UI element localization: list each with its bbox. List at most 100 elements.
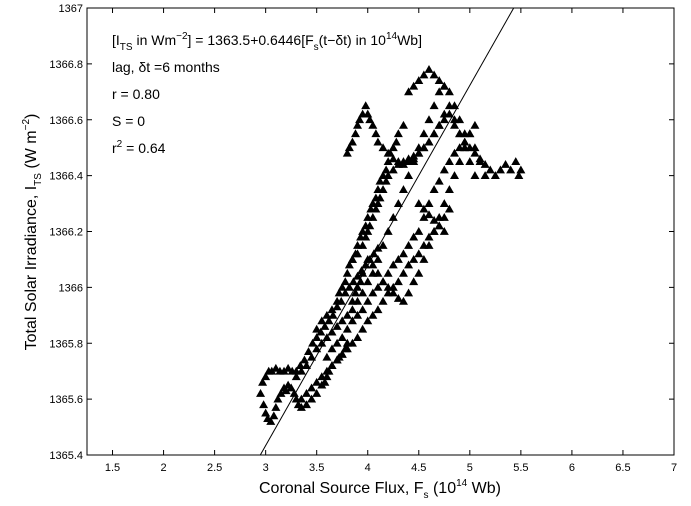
data-point xyxy=(353,271,363,280)
data-point xyxy=(444,157,454,166)
data-point xyxy=(450,171,460,179)
data-point xyxy=(363,227,373,235)
data-point xyxy=(332,355,342,364)
data-point xyxy=(365,115,375,124)
data-point xyxy=(299,355,309,364)
data-point xyxy=(429,215,439,224)
data-point xyxy=(363,316,373,325)
data-point xyxy=(317,316,327,325)
data-point xyxy=(450,101,460,110)
data-point xyxy=(404,288,414,297)
x-tick-label: 4.5 xyxy=(411,462,426,474)
data-point xyxy=(347,305,357,314)
data-point xyxy=(344,260,354,269)
data-point xyxy=(465,157,475,166)
data-point xyxy=(358,305,368,314)
y-tick-label: 1365.8 xyxy=(49,338,83,350)
data-point xyxy=(434,76,444,85)
data-point xyxy=(393,199,403,207)
data-point xyxy=(334,288,344,297)
data-point xyxy=(365,221,375,230)
data-point xyxy=(276,389,286,397)
y-tick-label: 1366 xyxy=(59,282,83,294)
data-point xyxy=(312,377,322,386)
data-point xyxy=(340,277,350,286)
data-point xyxy=(369,249,379,258)
data-point xyxy=(465,129,475,138)
data-point xyxy=(378,185,388,193)
data-point xyxy=(368,288,378,297)
data-point xyxy=(332,321,342,330)
data-point xyxy=(375,176,385,185)
data-point xyxy=(353,282,363,291)
data-point xyxy=(373,282,383,291)
data-point xyxy=(259,400,269,409)
data-point xyxy=(353,120,363,129)
data-point xyxy=(388,154,398,163)
data-point xyxy=(404,171,414,179)
data-point xyxy=(419,240,429,249)
data-point xyxy=(439,81,449,90)
data-point xyxy=(450,120,460,129)
data-point xyxy=(347,316,357,325)
data-point xyxy=(312,333,322,342)
x-tick-label: 6.5 xyxy=(615,462,630,474)
data-point xyxy=(353,310,363,319)
x-tick-label: 3 xyxy=(263,462,269,474)
x-axis-title: Coronal Source Flux, Fs (1014 Wb) xyxy=(259,478,501,501)
s-text: S = 0 xyxy=(112,113,145,129)
data-point xyxy=(373,137,383,146)
data-point xyxy=(516,165,526,174)
data-point xyxy=(383,171,393,179)
data-point xyxy=(337,316,347,325)
data-point xyxy=(409,254,419,263)
data-point xyxy=(393,277,403,286)
x-tick-label: 2.5 xyxy=(207,462,222,474)
data-point xyxy=(378,143,388,152)
data-point xyxy=(279,366,289,375)
data-point xyxy=(424,64,434,73)
data-point xyxy=(419,204,429,213)
data-point xyxy=(371,204,381,213)
data-point xyxy=(368,213,378,221)
y-tick-label: 1366.2 xyxy=(49,227,83,239)
data-point xyxy=(317,372,327,381)
data-point xyxy=(344,282,354,291)
data-point xyxy=(439,199,449,207)
data-point xyxy=(347,137,357,146)
data-point xyxy=(439,115,449,124)
data-point xyxy=(324,316,334,325)
data-point xyxy=(337,282,347,291)
data-point xyxy=(312,389,322,397)
data-point xyxy=(312,324,322,333)
data-point xyxy=(320,377,330,386)
y-tick-label: 1367 xyxy=(59,3,83,15)
y-tick-label: 1365.6 xyxy=(49,394,83,406)
data-point xyxy=(444,185,454,193)
data-point xyxy=(514,171,524,179)
data-point xyxy=(332,338,342,347)
data-point xyxy=(363,254,373,263)
data-point xyxy=(353,249,363,258)
data-point xyxy=(368,120,378,129)
x-tick-label: 5 xyxy=(467,462,473,474)
data-point xyxy=(470,143,480,152)
data-point xyxy=(398,296,408,305)
data-point xyxy=(414,249,424,258)
data-point xyxy=(327,305,337,314)
data-point xyxy=(342,344,352,353)
data-point xyxy=(373,254,383,263)
data-point xyxy=(398,120,408,129)
data-point xyxy=(361,232,371,241)
data-point xyxy=(419,213,429,221)
lag-text: lag, δt =6 months xyxy=(112,59,220,75)
data-point xyxy=(332,302,342,311)
data-point xyxy=(347,296,357,305)
data-point xyxy=(342,148,352,157)
data-point xyxy=(381,165,391,174)
data-point xyxy=(383,148,393,157)
data-point xyxy=(378,240,388,249)
data-point xyxy=(289,389,299,397)
data-point xyxy=(383,157,393,166)
